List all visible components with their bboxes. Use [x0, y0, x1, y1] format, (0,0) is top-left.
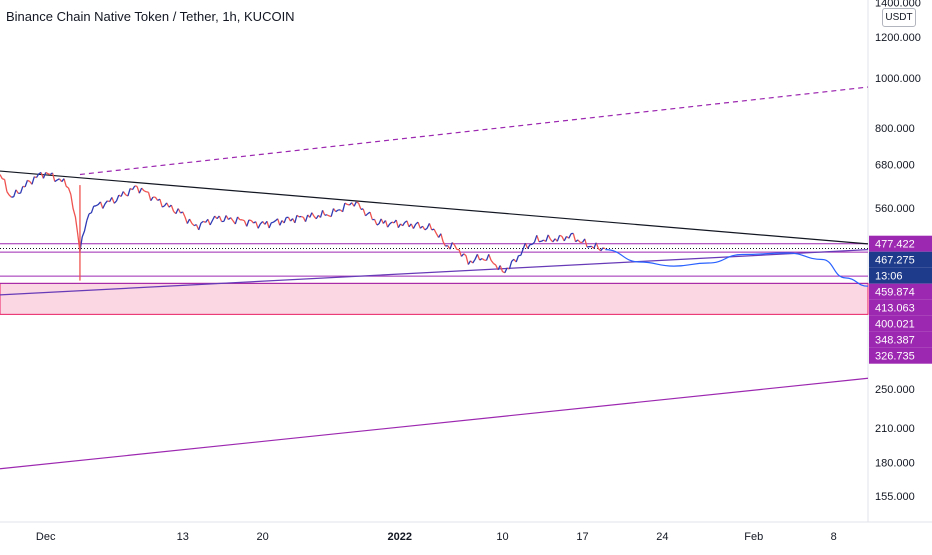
- time-tick-label: 2022: [387, 531, 411, 543]
- price-tag[interactable]: [869, 283, 932, 300]
- price-tag[interactable]: [869, 235, 932, 252]
- time-tick-label: 17: [576, 531, 588, 543]
- price-tick-label: 250.000: [875, 384, 915, 396]
- time-tick-label: 13: [177, 531, 189, 543]
- price-series-down[interactable]: [0, 171, 606, 274]
- price-tick-label: 1400.000: [875, 0, 921, 9]
- projection-path[interactable]: [605, 249, 869, 287]
- price-tick-label: 560.000: [875, 203, 915, 215]
- dashed-trendline[interactable]: [79, 86, 869, 176]
- price-tick-label: 180.000: [875, 457, 915, 469]
- price-tag-label: 467.275: [875, 255, 915, 267]
- time-tick-label: 24: [656, 531, 668, 543]
- time-tick-label: Feb: [744, 531, 763, 543]
- price-tick-label: 210.000: [875, 423, 915, 435]
- price-tick-label: 1200.000: [875, 32, 921, 44]
- price-tag[interactable]: [869, 251, 932, 268]
- time-tick-label: 20: [257, 531, 269, 543]
- support-trendline[interactable]: [0, 249, 869, 296]
- price-tag[interactable]: [869, 299, 932, 316]
- price-tag[interactable]: [869, 267, 932, 284]
- price-tick-label: 1000.000: [875, 73, 921, 85]
- time-tick-label: 10: [496, 531, 508, 543]
- resistance-trendline[interactable]: [0, 170, 869, 245]
- price-series-up[interactable]: [11, 171, 604, 274]
- currency-button[interactable]: USDT: [882, 8, 916, 27]
- price-tick-label: 155.000: [875, 491, 915, 503]
- price-tag[interactable]: [869, 315, 932, 332]
- price-tag-label: 477.422: [875, 239, 915, 251]
- price-tag[interactable]: [869, 331, 932, 348]
- price-tick-label: 680.000: [875, 159, 915, 171]
- price-tick-label: 800.000: [875, 123, 915, 135]
- highlight-zone[interactable]: [0, 282, 869, 315]
- time-tick-label: Dec: [36, 531, 56, 543]
- price-tag-label: 400.021: [875, 319, 915, 331]
- price-tag-label: 348.387: [875, 335, 915, 347]
- chart-title: Binance Chain Native Token / Tether, 1h,…: [6, 9, 295, 24]
- price-tag[interactable]: [869, 347, 932, 364]
- lower-channel-line[interactable]: [0, 377, 869, 470]
- price-tag-label: 326.735: [875, 351, 915, 363]
- price-tag-label: 459.874: [875, 287, 915, 299]
- price-tag-label: 413.063: [875, 303, 915, 315]
- price-tag-label: 13:06: [875, 271, 903, 283]
- time-tick-label: 8: [831, 531, 837, 543]
